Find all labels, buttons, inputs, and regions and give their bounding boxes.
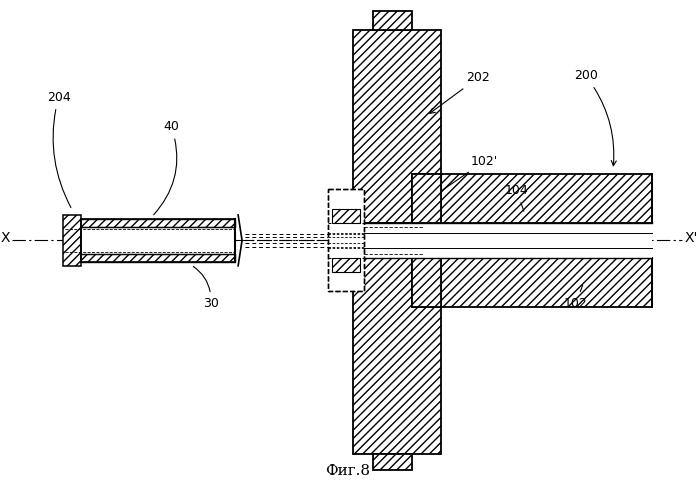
Bar (412, 174, 441, 223)
Bar (363, 223, 652, 258)
Bar (412, 258, 441, 307)
Text: X': X' (685, 231, 698, 245)
Polygon shape (353, 258, 441, 307)
Bar (66, 219, 235, 227)
Polygon shape (353, 174, 441, 223)
Bar (64, 215, 81, 266)
Text: 102': 102' (439, 155, 498, 193)
Bar (441, 258, 652, 307)
Text: X: X (1, 231, 10, 245)
Bar (332, 209, 360, 223)
Bar (441, 174, 652, 223)
Bar (329, 189, 363, 291)
Bar (329, 190, 363, 290)
Text: Фиг.8: Фиг.8 (326, 464, 370, 478)
Bar (373, 11, 412, 30)
Text: 104: 104 (505, 184, 529, 211)
Text: 204: 204 (47, 91, 71, 208)
Bar (66, 227, 235, 254)
Text: 202: 202 (430, 71, 489, 113)
Bar (353, 30, 441, 223)
Bar (373, 454, 412, 470)
Text: 200: 200 (574, 69, 617, 166)
Bar (332, 258, 360, 272)
Bar (353, 258, 441, 454)
Text: 102: 102 (564, 285, 588, 310)
Bar (329, 189, 363, 291)
Text: 40: 40 (154, 121, 180, 215)
Text: 30: 30 (194, 267, 219, 310)
Bar (66, 254, 235, 262)
